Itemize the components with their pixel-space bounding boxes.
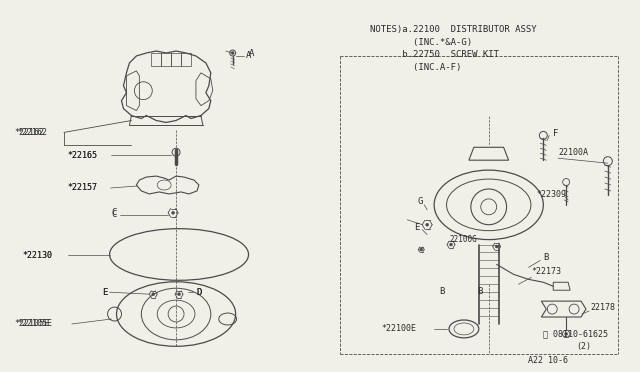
Text: F: F xyxy=(553,129,559,138)
Text: (INC.*&A-G): (INC.*&A-G) xyxy=(370,38,472,46)
Text: (2): (2) xyxy=(576,342,591,351)
Circle shape xyxy=(564,333,568,336)
Text: C: C xyxy=(111,208,117,217)
Text: E: E xyxy=(414,223,420,232)
Text: A22 10-6: A22 10-6 xyxy=(529,356,568,365)
Text: NOTES)a.22100  DISTRIBUTOR ASSY: NOTES)a.22100 DISTRIBUTOR ASSY xyxy=(370,25,536,34)
Text: E: E xyxy=(102,288,107,297)
Circle shape xyxy=(231,51,234,54)
Text: *22105E: *22105E xyxy=(17,320,52,328)
Text: *22309: *22309 xyxy=(536,190,566,199)
Circle shape xyxy=(172,211,175,214)
Text: b.22750  SCREW KIT: b.22750 SCREW KIT xyxy=(370,51,499,60)
Text: *22165: *22165 xyxy=(67,151,97,160)
Text: *22105E: *22105E xyxy=(14,320,49,328)
Text: Ⓑ 08110-61625: Ⓑ 08110-61625 xyxy=(543,329,608,339)
Circle shape xyxy=(449,243,452,246)
Text: B: B xyxy=(477,287,482,296)
Text: *22100E: *22100E xyxy=(381,324,417,333)
Text: C: C xyxy=(111,210,117,219)
Text: A: A xyxy=(246,51,251,61)
Circle shape xyxy=(426,223,429,226)
Text: 22178: 22178 xyxy=(590,302,615,312)
Text: 22100A: 22100A xyxy=(558,148,588,157)
Text: *22157: *22157 xyxy=(67,183,97,192)
Circle shape xyxy=(495,245,498,248)
Text: E: E xyxy=(102,288,107,297)
Circle shape xyxy=(152,293,155,296)
Text: B: B xyxy=(543,253,548,262)
Text: *22162: *22162 xyxy=(14,128,44,137)
Text: D: D xyxy=(196,288,202,297)
Text: A: A xyxy=(248,48,254,58)
Text: D: D xyxy=(196,288,202,297)
Text: *22162: *22162 xyxy=(17,128,47,137)
Text: *22130: *22130 xyxy=(22,251,52,260)
Text: *22173: *22173 xyxy=(531,267,561,276)
Text: 22100G: 22100G xyxy=(449,235,477,244)
Text: G: G xyxy=(417,198,422,206)
Text: *22130: *22130 xyxy=(22,251,52,260)
Circle shape xyxy=(177,293,180,296)
Text: *22165: *22165 xyxy=(67,151,97,160)
Text: B: B xyxy=(439,287,444,296)
Text: *22157: *22157 xyxy=(67,183,97,192)
Circle shape xyxy=(420,248,423,251)
Text: (INC.A-F): (INC.A-F) xyxy=(370,63,461,73)
